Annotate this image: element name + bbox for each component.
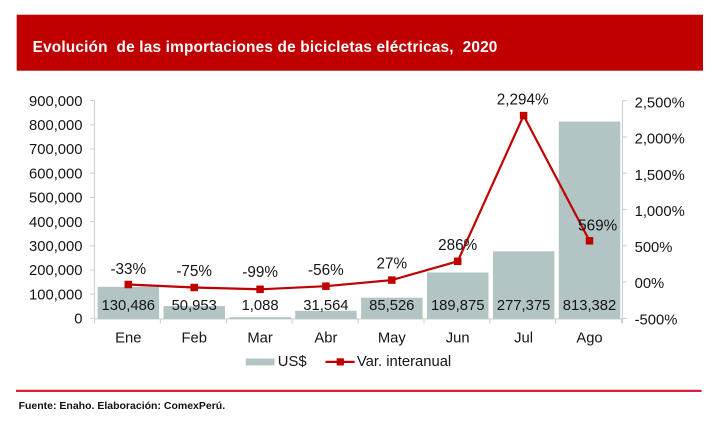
svg-text:500,000: 500,000 <box>29 191 83 207</box>
svg-text:Fuente: Enaho. Elaboración: Co: Fuente: Enaho. Elaboración: ComexPerú. <box>19 400 226 412</box>
svg-text:277,375: 277,375 <box>497 298 551 314</box>
svg-text:189,875: 189,875 <box>431 298 485 314</box>
svg-text:700,000: 700,000 <box>29 142 83 158</box>
svg-text:-56%: -56% <box>308 262 344 279</box>
svg-text:US$: US$ <box>278 354 307 370</box>
svg-text:900,000: 900,000 <box>29 94 83 110</box>
svg-text:85,526: 85,526 <box>369 298 414 314</box>
svg-text:Feb: Feb <box>181 331 207 347</box>
svg-text:May: May <box>378 331 407 347</box>
svg-text:813,382: 813,382 <box>563 298 617 314</box>
svg-text:27%: 27% <box>376 256 407 273</box>
svg-text:2,000%: 2,000% <box>635 132 685 148</box>
svg-text:300,000: 300,000 <box>29 239 83 255</box>
svg-text:2,500%: 2,500% <box>635 96 685 112</box>
svg-text:Evolución de las importacione: Evolución de las importaciones de bicicl… <box>33 39 498 56</box>
svg-text:130,486: 130,486 <box>102 298 156 314</box>
svg-text:-33%: -33% <box>110 261 146 278</box>
svg-text:31,564: 31,564 <box>303 298 348 314</box>
svg-text:286%: 286% <box>438 237 478 254</box>
svg-text:0: 0 <box>74 312 82 328</box>
svg-text:569%: 569% <box>578 217 618 234</box>
svg-text:1,500%: 1,500% <box>635 168 685 184</box>
svg-text:Var. interanual: Var. interanual <box>357 354 451 370</box>
svg-text:1,088: 1,088 <box>242 298 279 314</box>
svg-text:-75%: -75% <box>176 263 212 280</box>
svg-text:-99%: -99% <box>242 264 278 281</box>
svg-text:Jun: Jun <box>446 331 470 347</box>
svg-text:2,294%: 2,294% <box>497 92 549 109</box>
svg-text:Ago: Ago <box>576 331 602 347</box>
svg-text:200,000: 200,000 <box>29 263 83 279</box>
svg-text:-500%: -500% <box>635 313 678 329</box>
svg-text:Jul: Jul <box>514 331 533 347</box>
svg-text:800,000: 800,000 <box>29 118 83 134</box>
svg-text:500%: 500% <box>635 240 673 256</box>
svg-text:Mar: Mar <box>247 331 273 347</box>
svg-text:400,000: 400,000 <box>29 215 83 231</box>
svg-text:00%: 00% <box>635 276 665 292</box>
svg-text:50,953: 50,953 <box>172 298 217 314</box>
svg-text:100,000: 100,000 <box>29 287 83 303</box>
svg-text:600,000: 600,000 <box>29 166 83 182</box>
svg-text:1,000%: 1,000% <box>635 204 685 220</box>
svg-text:Ene: Ene <box>115 331 141 347</box>
svg-text:Abr: Abr <box>314 331 337 347</box>
